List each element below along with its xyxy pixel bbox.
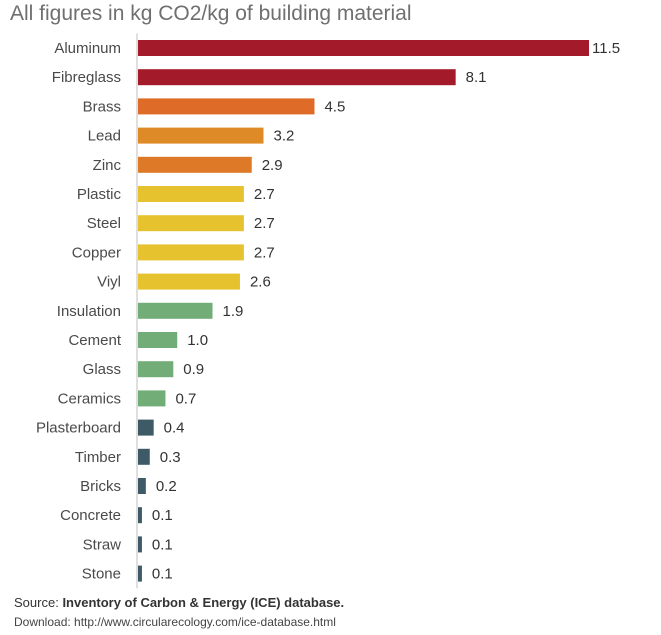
category-label: Bricks (80, 478, 121, 495)
value-label: 0.7 (175, 390, 196, 407)
bar (138, 361, 174, 378)
bar (138, 448, 150, 465)
bar (138, 69, 456, 86)
bar (138, 565, 142, 582)
source-line: Source: Inventory of Carbon & Energy (IC… (14, 595, 344, 610)
category-label: Ceramics (58, 390, 121, 407)
chart-title: All figures in kg CO2/kg of building mat… (10, 2, 412, 25)
value-label: 2.7 (254, 244, 275, 261)
value-label: 8.1 (466, 69, 487, 86)
bars-layer: Aluminum 11.5 Fibreglass 8.1 Brass 4.5 Lead 3.2… (36, 40, 620, 583)
category-label: Stone (82, 566, 121, 583)
value-label: 2.6 (250, 274, 271, 291)
bar-chart: Aluminum 11.5 Fibreglass 8.1 Brass 4.5 Lead 3.2… (36, 33, 620, 589)
category-label: Aluminum (54, 40, 121, 57)
value-label: 0.3 (160, 449, 181, 466)
value-label: 11.5 (592, 40, 620, 57)
bar (138, 40, 589, 56)
category-label: Viyl (97, 274, 121, 291)
bar (138, 478, 146, 494)
category-label: Zinc (93, 157, 122, 174)
value-label: 3.2 (273, 128, 294, 145)
bar (138, 390, 166, 407)
value-label: 0.2 (156, 478, 177, 495)
bar (138, 98, 315, 115)
bar (138, 186, 244, 202)
category-label: Lead (88, 128, 121, 145)
bar (138, 127, 264, 144)
value-label: 1.0 (187, 332, 208, 349)
bar (138, 419, 154, 436)
category-label: Straw (83, 536, 122, 553)
category-label: Brass (83, 98, 121, 115)
bar (138, 273, 240, 290)
value-label: 0.4 (164, 420, 185, 437)
category-label: Concrete (60, 507, 121, 524)
bar (138, 536, 142, 553)
category-label: Steel (87, 215, 121, 232)
category-label: Plasterboard (36, 420, 121, 437)
bar (138, 332, 178, 348)
value-label: 2.7 (254, 215, 275, 232)
category-label: Copper (72, 244, 121, 261)
bar (138, 302, 213, 319)
download-line: Download: http://www.circularecology.com… (14, 615, 336, 629)
category-label: Insulation (57, 303, 121, 320)
bar (138, 244, 244, 261)
category-label: Cement (68, 332, 121, 349)
source-text: Inventory of Carbon & Energy (ICE) datab… (62, 595, 345, 610)
value-label: 0.1 (152, 536, 173, 553)
source-prefix: Source: (14, 595, 59, 610)
bar (138, 156, 252, 173)
category-label: Timber (75, 449, 121, 466)
value-label: 2.7 (254, 186, 275, 203)
value-label: 0.9 (183, 361, 204, 378)
value-label: 2.9 (262, 157, 283, 174)
category-label: Glass (83, 361, 121, 378)
value-label: 0.1 (152, 566, 173, 583)
value-label: 4.5 (324, 98, 345, 115)
bar (138, 215, 244, 232)
value-label: 1.9 (223, 303, 244, 320)
category-label: Fibreglass (52, 69, 121, 86)
bar (138, 507, 142, 524)
value-label: 0.1 (152, 507, 173, 524)
category-label: Plastic (77, 186, 122, 203)
